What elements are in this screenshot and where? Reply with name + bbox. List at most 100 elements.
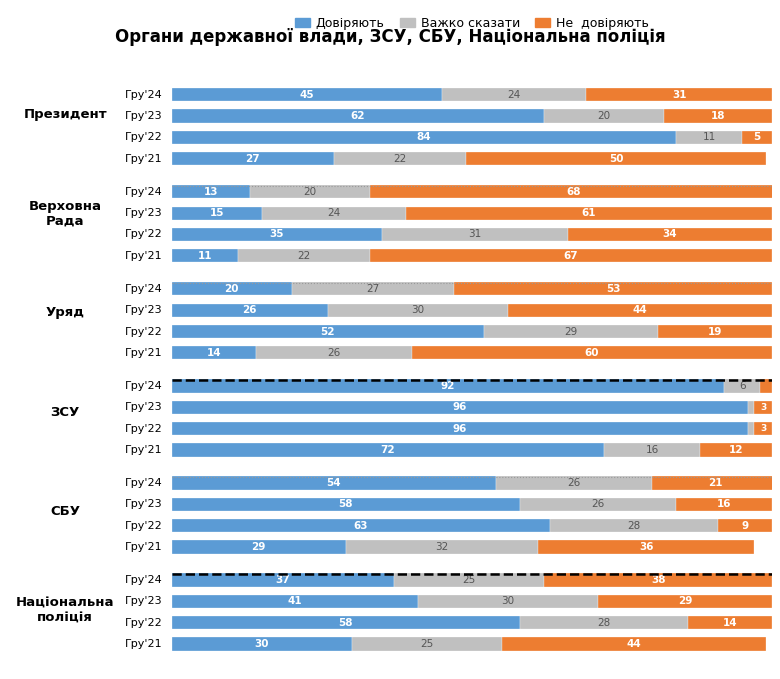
Bar	[172, 519, 550, 532]
Text: 63: 63	[353, 521, 368, 531]
Text: Президент: Президент	[23, 108, 107, 121]
Bar	[748, 422, 754, 435]
Text: ЗСУ: ЗСУ	[51, 405, 80, 419]
Text: Гру'21: Гру'21	[125, 153, 162, 164]
Text: 45: 45	[300, 90, 314, 100]
Bar	[328, 304, 508, 317]
Text: Гру'24: Гру'24	[125, 575, 162, 585]
Text: 34: 34	[663, 230, 677, 240]
Bar	[172, 249, 238, 262]
Text: 26: 26	[243, 305, 257, 315]
Bar	[688, 616, 772, 629]
Text: Гру'21: Гру'21	[125, 348, 162, 358]
Text: Гру'24: Гру'24	[125, 284, 162, 294]
Text: 27: 27	[366, 284, 379, 294]
Text: Органи державної влади, ЗСУ, СБУ, Національна поліція: Органи державної влади, ЗСУ, СБУ, Націон…	[115, 29, 665, 46]
Text: 54: 54	[327, 478, 341, 488]
Text: Гру'23: Гру'23	[125, 111, 162, 121]
Text: 96: 96	[452, 402, 467, 412]
Text: 32: 32	[435, 542, 448, 552]
Text: СБУ: СБУ	[50, 505, 80, 518]
Text: 29: 29	[251, 542, 266, 552]
Bar	[676, 131, 743, 144]
Text: 52: 52	[321, 327, 335, 337]
Text: 28: 28	[627, 521, 640, 531]
Text: 50: 50	[609, 153, 623, 164]
Text: 29: 29	[678, 596, 693, 606]
Bar	[262, 206, 406, 220]
Bar	[172, 498, 520, 511]
Bar	[520, 616, 688, 629]
Bar	[544, 574, 772, 587]
Text: Гру'23: Гру'23	[125, 596, 162, 606]
Text: 16: 16	[717, 499, 732, 509]
Legend: Довіряють, Важко сказати, Не  довіряють: Довіряють, Важко сказати, Не довіряють	[289, 12, 654, 35]
Text: 31: 31	[468, 230, 481, 240]
Text: 22: 22	[297, 251, 310, 261]
Text: 38: 38	[651, 575, 665, 585]
Text: 20: 20	[597, 111, 611, 121]
Bar	[466, 152, 766, 165]
Text: Гру'23: Гру'23	[125, 499, 162, 509]
Bar	[538, 540, 754, 553]
Bar	[172, 228, 382, 241]
Text: 24: 24	[327, 208, 340, 218]
Bar	[604, 443, 700, 456]
Bar	[454, 282, 772, 295]
Text: 44: 44	[633, 305, 647, 315]
Bar	[586, 88, 772, 101]
Text: Гру'24: Гру'24	[125, 187, 162, 197]
Text: 15: 15	[209, 208, 224, 218]
Text: 20: 20	[225, 284, 239, 294]
Bar	[172, 282, 292, 295]
Text: 24: 24	[507, 90, 520, 100]
Bar	[418, 595, 598, 608]
Bar	[658, 325, 772, 338]
Text: Національна
поліція: Національна поліція	[16, 597, 115, 625]
Text: 18: 18	[711, 111, 725, 121]
Text: 29: 29	[565, 327, 578, 337]
Text: 14: 14	[723, 618, 737, 628]
Bar	[370, 185, 778, 198]
Text: 20: 20	[303, 187, 317, 197]
Text: Гру'22: Гру'22	[125, 132, 162, 143]
Text: Гру'21: Гру'21	[125, 445, 162, 455]
Text: 92: 92	[441, 381, 455, 391]
Text: 61: 61	[582, 208, 596, 218]
Text: 25: 25	[420, 639, 434, 649]
Bar	[496, 477, 652, 490]
Text: Гру'21: Гру'21	[125, 542, 162, 552]
Text: Гру'24: Гру'24	[125, 478, 162, 488]
Bar	[550, 519, 718, 532]
Text: 30: 30	[411, 305, 424, 315]
Bar	[441, 88, 586, 101]
Bar	[172, 206, 262, 220]
Bar	[292, 282, 454, 295]
Text: 31: 31	[672, 90, 686, 100]
Bar	[652, 477, 778, 490]
Text: 13: 13	[204, 187, 218, 197]
Text: 3: 3	[760, 424, 766, 433]
Bar	[172, 152, 334, 165]
Bar	[238, 249, 370, 262]
Text: Гру'24: Гру'24	[125, 381, 162, 391]
Text: 68: 68	[567, 187, 581, 197]
Text: 53: 53	[606, 284, 620, 294]
Text: 26: 26	[567, 478, 580, 488]
Text: 11: 11	[197, 251, 212, 261]
Bar	[520, 498, 676, 511]
Bar	[172, 185, 250, 198]
Text: 19: 19	[708, 327, 722, 337]
Bar	[172, 401, 748, 414]
Text: 14: 14	[207, 348, 221, 358]
Bar	[172, 422, 748, 435]
Text: 12: 12	[729, 445, 743, 455]
Text: Верховна
Рада: Верховна Рада	[29, 200, 101, 227]
Text: 27: 27	[246, 153, 260, 164]
Bar	[172, 380, 724, 392]
Text: Гру'21: Гру'21	[125, 251, 162, 261]
Text: Гру'23: Гру'23	[125, 402, 162, 412]
Text: Гру'21: Гру'21	[125, 639, 162, 649]
Bar	[172, 477, 496, 490]
Text: 6: 6	[739, 381, 746, 391]
